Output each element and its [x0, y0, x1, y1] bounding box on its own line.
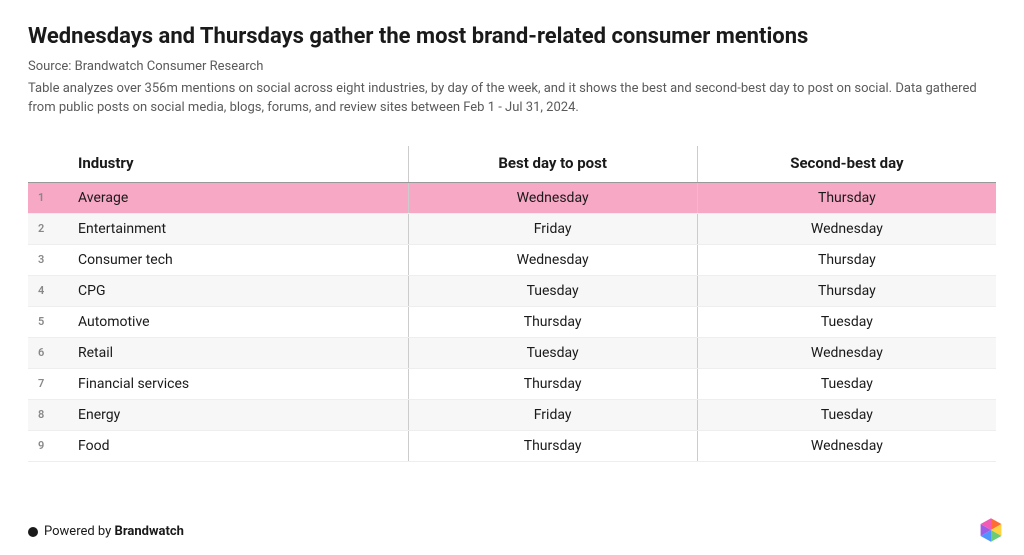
table-row: 5AutomotiveThursdayTuesday: [28, 306, 996, 337]
row-number: 2: [28, 213, 68, 244]
source-line: Source: Brandwatch Consumer Research: [28, 59, 996, 74]
cell-second-day: Wednesday: [697, 337, 996, 368]
table-row: 8EnergyFridayTuesday: [28, 399, 996, 430]
cell-best-day: Tuesday: [408, 275, 697, 306]
row-number: 7: [28, 368, 68, 399]
table-row: 3Consumer techWednesdayThursday: [28, 244, 996, 275]
cell-best-day: Tuesday: [408, 337, 697, 368]
cell-second-day: Thursday: [697, 275, 996, 306]
row-number: 5: [28, 306, 68, 337]
page-title: Wednesdays and Thursdays gather the most…: [28, 24, 996, 49]
description-text: Table analyzes over 356m mentions on soc…: [28, 80, 988, 118]
cell-second-day: Tuesday: [697, 368, 996, 399]
cell-industry: Automotive: [68, 306, 408, 337]
data-table: Industry Best day to post Second-best da…: [28, 146, 996, 462]
col-header-num: [28, 146, 68, 183]
row-number: 6: [28, 337, 68, 368]
footer-credit: Powered by Brandwatch: [28, 524, 184, 539]
cell-second-day: Wednesday: [697, 430, 996, 461]
row-number: 3: [28, 244, 68, 275]
cell-industry: Financial services: [68, 368, 408, 399]
table-row: 4CPGTuesdayThursday: [28, 275, 996, 306]
table-row: 6RetailTuesdayWednesday: [28, 337, 996, 368]
cell-best-day: Friday: [408, 399, 697, 430]
cell-best-day: Thursday: [408, 430, 697, 461]
table-body: 1AverageWednesdayThursday2EntertainmentF…: [28, 182, 996, 461]
cell-second-day: Tuesday: [697, 399, 996, 430]
table-header-row: Industry Best day to post Second-best da…: [28, 146, 996, 183]
table-row: 1AverageWednesdayThursday: [28, 182, 996, 213]
cell-second-day: Thursday: [697, 182, 996, 213]
cell-industry: CPG: [68, 275, 408, 306]
row-number: 4: [28, 275, 68, 306]
cell-best-day: Friday: [408, 213, 697, 244]
cell-best-day: Wednesday: [408, 244, 697, 275]
cell-industry: Retail: [68, 337, 408, 368]
cell-industry: Average: [68, 182, 408, 213]
row-number: 1: [28, 182, 68, 213]
col-header-industry: Industry: [68, 146, 408, 183]
row-number: 9: [28, 430, 68, 461]
cell-second-day: Wednesday: [697, 213, 996, 244]
cell-second-day: Tuesday: [697, 306, 996, 337]
cell-best-day: Thursday: [408, 306, 697, 337]
col-header-second: Second-best day: [697, 146, 996, 183]
cell-industry: Consumer tech: [68, 244, 408, 275]
footer-brand: Brandwatch: [115, 524, 184, 539]
col-header-best: Best day to post: [408, 146, 697, 183]
row-number: 8: [28, 399, 68, 430]
footer-prefix: Powered by: [44, 524, 115, 539]
cell-best-day: Thursday: [408, 368, 697, 399]
table-row: 7Financial servicesThursdayTuesday: [28, 368, 996, 399]
brandwatch-hex-icon: [978, 517, 1004, 543]
cell-industry: Entertainment: [68, 213, 408, 244]
cell-best-day: Wednesday: [408, 182, 697, 213]
cell-industry: Food: [68, 430, 408, 461]
footer-dot-icon: [28, 527, 38, 537]
table-row: 2EntertainmentFridayWednesday: [28, 213, 996, 244]
table-row: 9FoodThursdayWednesday: [28, 430, 996, 461]
cell-industry: Energy: [68, 399, 408, 430]
cell-second-day: Thursday: [697, 244, 996, 275]
